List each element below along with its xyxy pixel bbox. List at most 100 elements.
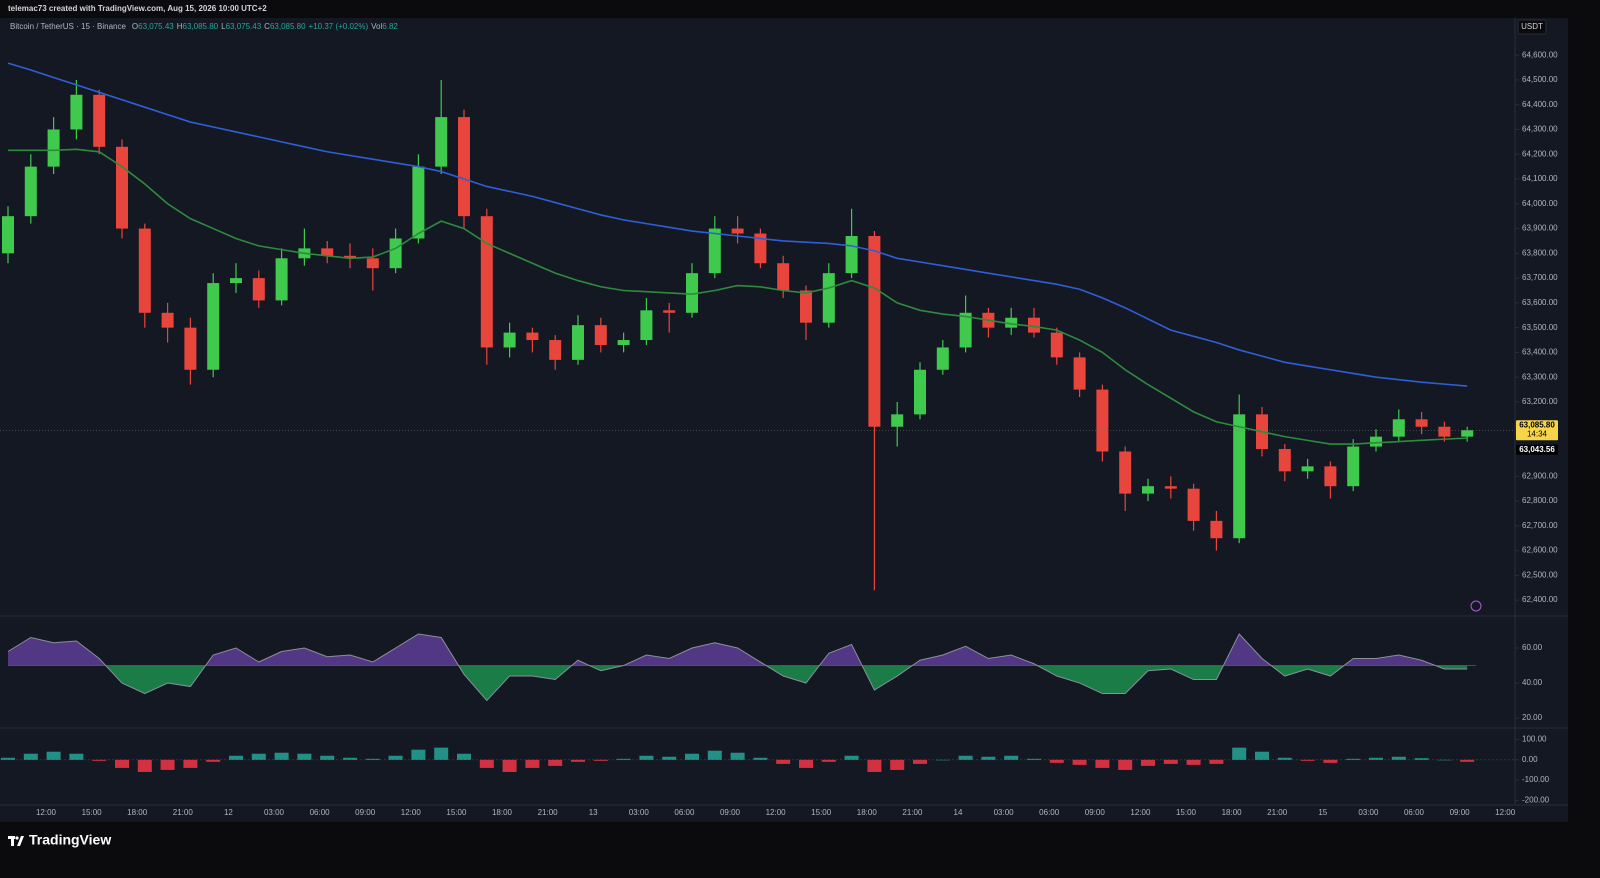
y-tick-label: 0.00 — [1522, 755, 1538, 764]
x-tick-label: 06:00 — [1039, 808, 1060, 817]
y-tick-label: 64,200.00 — [1522, 149, 1558, 158]
alert-icon[interactable] — [1470, 600, 1482, 612]
candle-body — [640, 310, 653, 341]
candle-body — [389, 238, 402, 269]
macd-bar — [1118, 759, 1133, 770]
author: telemac73 created with TradingView.com, … — [8, 4, 267, 13]
x-tick-label: 15 — [1318, 808, 1327, 817]
y-tick-label: 64,300.00 — [1522, 125, 1558, 134]
candle-body — [1096, 389, 1109, 452]
y-tick-label: 40.00 — [1522, 678, 1543, 687]
macd-bar — [183, 759, 198, 768]
x-tick-label: 03:00 — [994, 808, 1015, 817]
candle-body — [207, 283, 220, 370]
currency[interactable]: USDT — [1521, 22, 1543, 31]
candle-body — [1392, 419, 1405, 437]
y-tick-label: 60.00 — [1522, 643, 1543, 652]
candle-body — [1050, 332, 1063, 358]
chart-bg — [0, 18, 1568, 822]
candle-body — [526, 332, 539, 341]
currency-badge[interactable] — [1517, 19, 1547, 35]
ohlc-label: H — [177, 22, 183, 31]
macd-bar — [1255, 751, 1269, 760]
macd-bar — [1300, 759, 1315, 761]
candle-body — [1164, 486, 1177, 489]
x-tick-label: 15:00 — [446, 808, 467, 817]
candle-body — [914, 369, 926, 415]
macd-bar — [730, 752, 745, 760]
candle-body — [754, 233, 767, 264]
x-tick-label: 09:00 — [1450, 808, 1471, 817]
macd-bar — [1460, 759, 1475, 762]
y-tick-label: 63,200.00 — [1522, 397, 1558, 406]
macd-bar — [548, 759, 563, 766]
macd-bar — [137, 759, 152, 772]
y-tick-label: 63,700.00 — [1522, 273, 1558, 282]
x-tick-label: 03:00 — [264, 808, 285, 817]
y-tick-label: 62,800.00 — [1522, 496, 1558, 505]
y-tick-label: 62,600.00 — [1522, 546, 1558, 555]
change: +10.37 (+0.02%) — [309, 22, 369, 31]
x-tick-label: 18:00 — [1222, 808, 1243, 817]
macd-bar — [160, 759, 175, 770]
macd-bar — [1049, 759, 1064, 763]
candle-body — [594, 325, 607, 345]
candle-body — [435, 117, 448, 167]
x-tick-label: 21:00 — [538, 808, 559, 817]
candle-body — [2, 216, 14, 254]
candle-body — [1005, 317, 1018, 328]
candle-body — [1210, 520, 1223, 539]
price-tag — [1516, 420, 1558, 441]
macd-bar — [69, 753, 84, 760]
candle-body — [503, 332, 516, 348]
macd-bar — [502, 759, 517, 772]
x-tick-label: 15:00 — [82, 808, 103, 817]
y-tick-label: 63,800.00 — [1522, 248, 1558, 257]
moving-average — [8, 148, 1468, 445]
candle-body — [47, 129, 60, 167]
macd-bar — [1004, 755, 1019, 760]
macd-bar — [799, 759, 813, 768]
candle-body — [549, 340, 562, 360]
candle-body — [366, 258, 379, 269]
macd-bar — [229, 755, 243, 760]
y-tick-label: 63,900.00 — [1522, 224, 1558, 233]
candle-body — [1415, 419, 1428, 427]
candle-body — [480, 216, 493, 348]
candle-body — [252, 278, 265, 301]
y-tick-label: 62,400.00 — [1522, 595, 1558, 604]
macd-bar — [913, 759, 927, 764]
x-tick-label: 03:00 — [629, 808, 650, 817]
x-tick-label: 03:00 — [1358, 808, 1379, 817]
ohlc-value: 63,075.43 — [226, 22, 262, 31]
candle-body — [777, 263, 790, 291]
candle-body — [572, 325, 584, 360]
y-tick-label: 64,400.00 — [1522, 100, 1558, 109]
macd-bar — [593, 759, 608, 761]
candles — [2, 79, 1474, 591]
x-tick-label: 12:00 — [766, 808, 787, 817]
candle-body — [1278, 449, 1291, 472]
macd-bar — [92, 759, 107, 761]
macd-bar — [1141, 759, 1155, 766]
macd-bar — [867, 759, 882, 772]
candle-body — [1073, 357, 1086, 390]
macd-bar — [274, 752, 289, 760]
macd-bar — [662, 756, 677, 760]
vol-value: 6.82 — [382, 22, 398, 31]
y-tick-label: 64,100.00 — [1522, 174, 1558, 183]
x-tick-label: 21:00 — [902, 808, 923, 817]
y-tick-label: 63,500.00 — [1522, 323, 1558, 332]
x-tick-label: 06:00 — [674, 808, 695, 817]
candle-body — [731, 228, 744, 234]
macd-bar — [1027, 758, 1041, 760]
macd-bar — [388, 755, 403, 760]
macd-bar — [1232, 747, 1247, 760]
candle-body — [1119, 451, 1132, 494]
candle-body — [800, 290, 812, 323]
x-tick-label: 12:00 — [1495, 808, 1516, 817]
macd-bar — [206, 759, 221, 762]
macd-bar — [1163, 759, 1178, 764]
candle-body — [24, 166, 37, 217]
y-tick-label: 64,000.00 — [1522, 199, 1558, 208]
